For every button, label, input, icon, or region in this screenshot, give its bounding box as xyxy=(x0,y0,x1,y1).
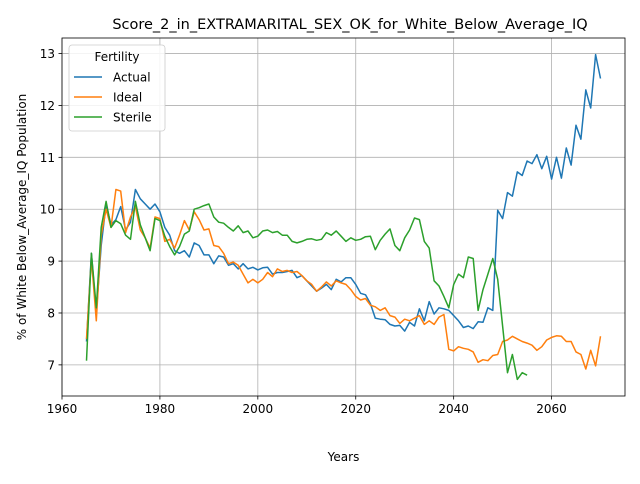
y-tick-label: 13 xyxy=(40,47,55,61)
legend-label-sterile: Sterile xyxy=(113,111,152,125)
x-tick-label: 1980 xyxy=(145,402,176,416)
series-line-sterile xyxy=(85,200,528,381)
series-lines xyxy=(85,53,602,381)
y-tick-label: 9 xyxy=(47,255,55,269)
y-axis-label: % of White Below_Average_IQ Population xyxy=(15,94,29,341)
chart-title: Score_2_in_EXTRAMARITAL_SEX_OK_for_White… xyxy=(112,17,587,33)
legend-entries: Actual Ideal Sterile xyxy=(74,71,152,125)
y-tick-label: 12 xyxy=(40,99,55,113)
plot-frame xyxy=(61,37,626,397)
y-tick-label: 7 xyxy=(47,358,55,372)
y-tick-label: 11 xyxy=(40,151,55,165)
legend-title: Fertility xyxy=(94,50,139,64)
y-tick-label: 8 xyxy=(47,306,55,320)
grid xyxy=(61,38,625,396)
legend: Fertility Actual Ideal Sterile xyxy=(68,44,166,132)
x-axis-label: Years xyxy=(327,450,360,464)
y-tick-label: 10 xyxy=(40,203,55,217)
legend-label-actual: Actual xyxy=(113,71,151,85)
legend-label-ideal: Ideal xyxy=(113,91,142,105)
axis-ticks: 1960 1980 2000 2020 2040 2060 7 8 9 10 11 12 13 xyxy=(40,47,567,416)
legend-box xyxy=(68,44,166,132)
x-tick-label: 2000 xyxy=(243,402,274,416)
series-line-ideal xyxy=(85,188,602,370)
x-tick-label: 2040 xyxy=(438,402,469,416)
x-tick-label: 1960 xyxy=(47,402,78,416)
x-tick-label: 2060 xyxy=(536,402,567,416)
x-tick-label: 2020 xyxy=(340,402,371,416)
